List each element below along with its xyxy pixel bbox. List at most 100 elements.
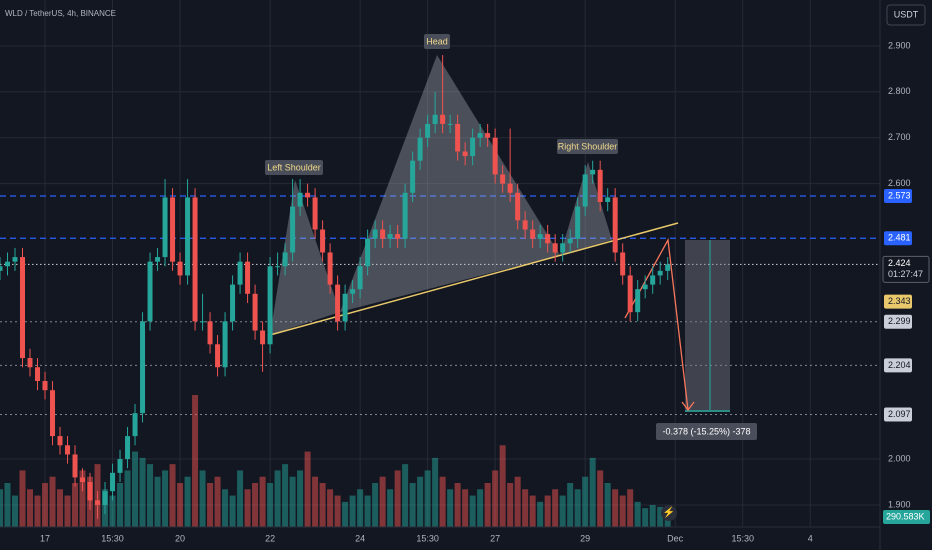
candle-body bbox=[530, 229, 536, 239]
label-box bbox=[265, 160, 323, 175]
currency-button[interactable] bbox=[886, 4, 926, 26]
volume-bar bbox=[192, 395, 199, 527]
volume-bar bbox=[612, 489, 619, 527]
volume-bar bbox=[177, 483, 184, 527]
volume-bar bbox=[109, 495, 116, 527]
volume-bar bbox=[184, 476, 191, 527]
volume-bar bbox=[229, 495, 236, 527]
y-tick-label: 2.700 bbox=[888, 132, 911, 142]
candle-body bbox=[485, 133, 491, 138]
candle-body bbox=[117, 459, 123, 473]
candle-body bbox=[462, 151, 468, 157]
candle-body bbox=[65, 445, 71, 455]
candle-body bbox=[425, 123, 431, 138]
volume-bar bbox=[334, 495, 341, 527]
volume-bar bbox=[342, 501, 349, 527]
volume-bar bbox=[4, 483, 11, 527]
volume-bar bbox=[259, 476, 266, 527]
volume-bar bbox=[12, 495, 19, 527]
candle-body bbox=[207, 321, 213, 345]
candle-body bbox=[260, 330, 266, 345]
level-label: 2.204 bbox=[888, 360, 911, 370]
candle-body bbox=[20, 257, 26, 359]
volume-bar bbox=[207, 483, 214, 527]
volume-bar bbox=[537, 501, 544, 527]
candle-body bbox=[395, 234, 401, 239]
volume-bar bbox=[462, 489, 469, 527]
volume-bar bbox=[147, 464, 154, 527]
candle-body bbox=[170, 197, 176, 262]
volume-bar bbox=[57, 489, 64, 527]
candle-body bbox=[335, 284, 341, 322]
candle-body bbox=[320, 229, 326, 253]
volume-bar bbox=[567, 483, 574, 527]
symbol-title: WLD / TetherUS, 4h, BINANCE bbox=[5, 9, 116, 18]
head-shape bbox=[340, 55, 560, 312]
candles bbox=[0, 55, 671, 519]
volume-bar bbox=[552, 489, 559, 527]
level-label: 2.097 bbox=[888, 409, 911, 419]
candle-body bbox=[350, 289, 356, 294]
volume-bar bbox=[634, 501, 641, 527]
volume-bar bbox=[274, 470, 281, 527]
volume-bar bbox=[0, 489, 3, 527]
volume-bar bbox=[222, 489, 229, 527]
volume-bar bbox=[604, 483, 611, 527]
volume-bar bbox=[117, 483, 124, 527]
current-price-tag bbox=[882, 255, 930, 283]
annotation: Left Shoulder bbox=[267, 162, 321, 172]
volume-bar bbox=[409, 483, 416, 527]
volume-bar bbox=[484, 483, 491, 527]
candle-body bbox=[0, 266, 3, 271]
candle-body bbox=[380, 229, 386, 239]
candle-body bbox=[245, 261, 251, 294]
x-tick-label: 17 bbox=[40, 533, 50, 543]
candle-body bbox=[620, 252, 626, 276]
volume-bar bbox=[649, 505, 656, 527]
candle-body bbox=[627, 275, 633, 313]
level-tag bbox=[884, 189, 912, 204]
candle-body bbox=[102, 491, 108, 505]
volume-bar bbox=[477, 489, 484, 527]
volume-bar bbox=[439, 476, 446, 527]
icon[interactable] bbox=[661, 505, 677, 521]
volume-bar bbox=[199, 470, 206, 527]
candle-body bbox=[200, 321, 206, 323]
candle-body bbox=[545, 234, 551, 244]
candle-body bbox=[230, 284, 236, 322]
candle-body bbox=[12, 257, 18, 262]
candle-body bbox=[650, 275, 656, 285]
candle-body bbox=[282, 252, 288, 267]
volume-bar bbox=[49, 476, 56, 527]
candle-body bbox=[312, 197, 318, 230]
volume-bar bbox=[349, 495, 356, 527]
candle-body bbox=[215, 344, 221, 368]
candle-body bbox=[140, 321, 146, 414]
candle-body bbox=[515, 192, 521, 221]
annotation: Right Shoulder bbox=[558, 141, 618, 151]
volume-bar bbox=[282, 464, 289, 527]
candle-body bbox=[657, 270, 663, 276]
candle-body bbox=[507, 183, 513, 193]
candle-body bbox=[417, 137, 423, 161]
volume-layer bbox=[0, 395, 671, 527]
measure-label: -0.378 (-15.25%) -378 bbox=[662, 426, 750, 436]
volume-bar bbox=[589, 457, 596, 527]
level-label: 2.343 bbox=[888, 296, 911, 306]
volume-bar bbox=[27, 489, 34, 527]
candle-body bbox=[57, 436, 63, 446]
y-tick-label: 2.900 bbox=[888, 40, 911, 50]
volume-bar bbox=[432, 457, 439, 527]
label-box bbox=[424, 34, 450, 49]
volume-bar bbox=[582, 476, 589, 527]
volume-bar bbox=[514, 476, 521, 527]
candle-body bbox=[447, 123, 453, 125]
candle-body bbox=[185, 197, 191, 276]
candle-body bbox=[132, 413, 138, 437]
candle-body bbox=[642, 284, 648, 290]
icon-glyph: ⚡ bbox=[663, 506, 675, 519]
level-label: 2.481 bbox=[888, 233, 911, 243]
volume-bar bbox=[252, 483, 259, 527]
volume-bar bbox=[357, 489, 364, 527]
candle-body bbox=[500, 174, 506, 184]
